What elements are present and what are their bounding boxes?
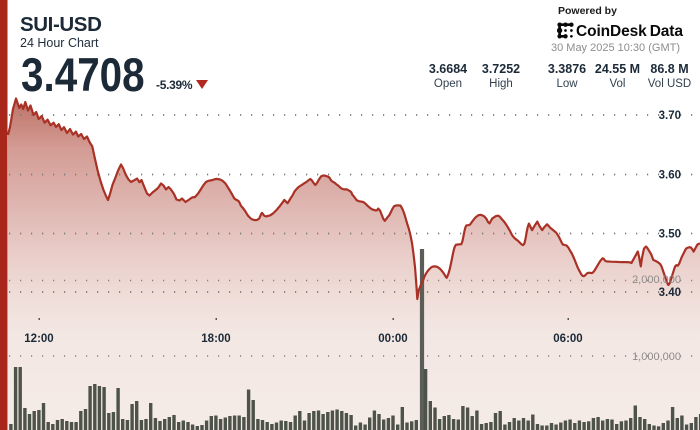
svg-text:1,000,000: 1,000,000 xyxy=(632,351,681,363)
svg-text:3.50: 3.50 xyxy=(659,229,681,241)
svg-text:3.70: 3.70 xyxy=(659,110,681,122)
svg-text:3.40: 3.40 xyxy=(659,287,681,299)
svg-text:12:00: 12:00 xyxy=(24,333,53,345)
svg-text:00:00: 00:00 xyxy=(378,333,407,345)
svg-text:18:00: 18:00 xyxy=(201,333,230,345)
svg-text:06:00: 06:00 xyxy=(553,333,582,345)
svg-text:3.60: 3.60 xyxy=(659,170,681,182)
svg-text:2,000,000: 2,000,000 xyxy=(632,274,681,286)
